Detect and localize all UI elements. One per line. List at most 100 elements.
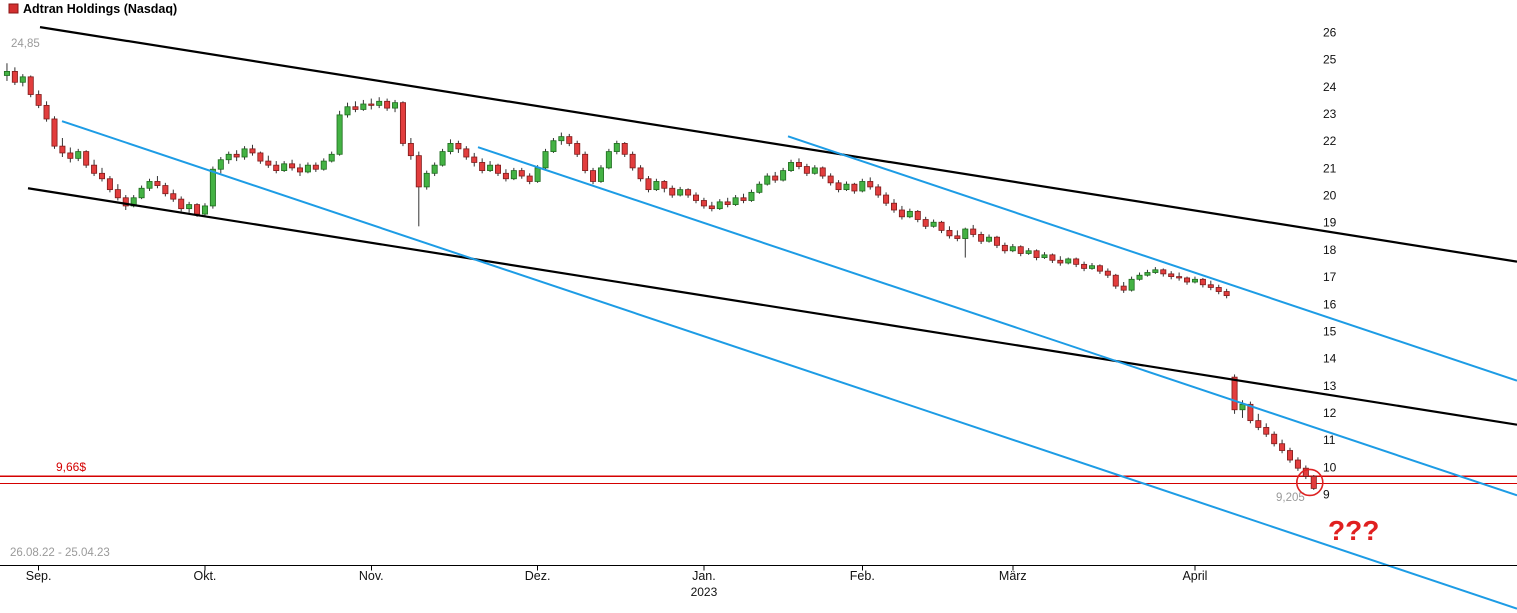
- candle: [1160, 268, 1167, 277]
- x-axis-month-label: März: [999, 569, 1027, 583]
- x-axis-month-label: Okt.: [193, 569, 216, 583]
- candle: [1168, 271, 1175, 280]
- candle: [265, 155, 272, 168]
- candle: [360, 99, 367, 111]
- candle: [1017, 245, 1024, 257]
- candle: [590, 167, 597, 185]
- candle: [621, 142, 628, 158]
- candle: [772, 171, 779, 183]
- candle: [1128, 276, 1135, 292]
- y-axis-tick-label: 25: [1323, 53, 1337, 67]
- candle: [859, 178, 866, 193]
- candle: [708, 201, 715, 212]
- candle: [186, 201, 193, 213]
- candle: [217, 157, 224, 174]
- candle: [138, 185, 145, 200]
- channel-line-lower-black: [27, 187, 1517, 426]
- candle: [209, 166, 216, 209]
- candle: [811, 165, 818, 175]
- candle: [685, 188, 692, 198]
- candle: [851, 182, 858, 194]
- candle: [661, 180, 668, 193]
- candle: [978, 231, 985, 244]
- candle: [1279, 439, 1286, 454]
- candle: [352, 101, 359, 113]
- y-axis-tick-label: 17: [1323, 270, 1337, 284]
- candle: [170, 189, 177, 202]
- candle: [526, 173, 533, 185]
- candle: [693, 192, 700, 204]
- candle: [843, 181, 850, 191]
- candle: [479, 158, 486, 174]
- candle: [19, 74, 26, 87]
- candle: [1191, 276, 1198, 284]
- y-axis-tick-label: 15: [1323, 324, 1337, 338]
- candle: [898, 205, 905, 220]
- candle: [328, 151, 335, 163]
- candle: [312, 162, 319, 172]
- candle: [320, 158, 327, 171]
- x-axis-month-label: Jan.: [692, 569, 716, 583]
- candle: [891, 199, 898, 213]
- x-axis-month-label: Dez.: [525, 569, 551, 583]
- candle: [51, 116, 58, 149]
- candle: [993, 235, 1000, 249]
- trend-line-blue-1: [61, 120, 1517, 610]
- candle: [249, 144, 256, 156]
- candle: [542, 148, 549, 170]
- candle: [162, 182, 169, 197]
- candle: [376, 97, 383, 109]
- candle: [605, 148, 612, 170]
- candle: [233, 150, 240, 162]
- y-axis-tick-label: 24: [1323, 80, 1337, 94]
- candle: [201, 203, 208, 216]
- candle: [1302, 465, 1309, 480]
- y-axis-tick-label: 22: [1323, 134, 1337, 148]
- candle: [558, 132, 565, 145]
- y-axis-tick-label: 10: [1323, 460, 1337, 474]
- candle: [1033, 249, 1040, 261]
- candle: [938, 220, 945, 234]
- candle: [795, 158, 802, 170]
- candle: [241, 146, 248, 160]
- candle: [431, 162, 438, 177]
- candles-layer: [3, 63, 1317, 490]
- y-axis-tick-label: 26: [1323, 26, 1337, 40]
- candle: [1112, 273, 1119, 289]
- candle: [827, 173, 834, 186]
- candle: [1152, 267, 1159, 274]
- candle: [819, 166, 826, 179]
- candle: [700, 197, 707, 209]
- candle: [368, 98, 375, 110]
- candle: [645, 176, 652, 193]
- candle: [788, 159, 795, 172]
- candle: [914, 210, 921, 223]
- candle: [1176, 272, 1183, 281]
- y-axis-tick-label: 13: [1323, 379, 1337, 393]
- candle: [1271, 431, 1278, 447]
- y-axis-tick-label: 11: [1323, 433, 1336, 447]
- y-axis-tick-label: 16: [1323, 297, 1337, 311]
- period-high-label: 24,85: [11, 38, 40, 50]
- channel-line-upper-black: [39, 26, 1517, 263]
- candle: [803, 163, 810, 177]
- candle: [494, 163, 501, 177]
- candle: [407, 137, 414, 160]
- candle: [91, 159, 98, 177]
- axes-layer: Sep. Okt. Nov. Dez. Jan. Feb. März April 26 25 24 2…: [0, 26, 1517, 583]
- trend-lines-layer: [27, 26, 1517, 610]
- candle: [510, 167, 517, 181]
- candle: [43, 101, 50, 122]
- candle: [756, 181, 763, 194]
- candle: [399, 101, 406, 147]
- candle: [99, 167, 106, 182]
- candle: [1223, 288, 1230, 299]
- alarm-lines-layer: [0, 475, 1517, 485]
- annotations-layer: Adtran Holdings (Nasdaq) 24,85 9,66$ 9,2…: [8, 2, 1379, 599]
- candle: [566, 133, 573, 147]
- candle: [384, 98, 391, 111]
- candle: [423, 170, 430, 190]
- candle: [946, 226, 953, 239]
- candle: [1136, 272, 1143, 281]
